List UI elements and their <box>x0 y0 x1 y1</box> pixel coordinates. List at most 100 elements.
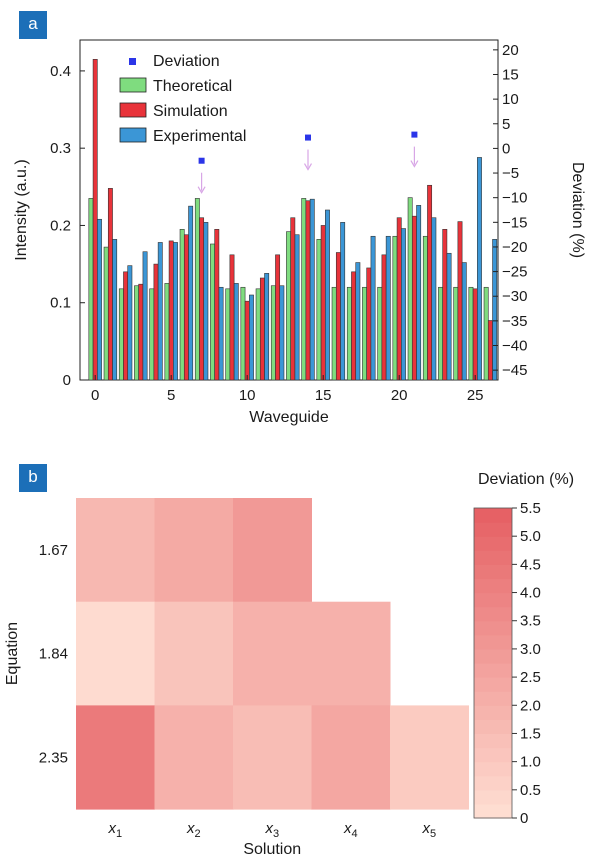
bar-experimental-8 <box>218 286 224 381</box>
bar-theoretical-18 <box>362 286 367 381</box>
x-tick-label-x5: x5 <box>421 820 436 840</box>
bar-theoretical-5 <box>164 283 170 381</box>
colorbar-segment <box>474 634 512 650</box>
heatmap-deviation: x1 x2 x3 x4 x5 1.67 1.84 2.35 Solution Equation 0 0… <box>4 471 574 858</box>
deviation-point-7 <box>198 157 205 164</box>
heatmap-cell-1.67-x1 <box>76 498 155 603</box>
bar-theoretical-15 <box>316 239 322 381</box>
bar-experimental-21 <box>416 205 422 381</box>
bar-experimental-26 <box>492 239 498 381</box>
bar-simulation-4 <box>153 263 159 381</box>
heatmap-cell-1.67-x2 <box>154 498 234 603</box>
bar-experimental-22 <box>431 217 437 381</box>
x-tick-label-x2: x2 <box>186 820 201 840</box>
colorbar-segment <box>474 536 512 551</box>
bar-simulation-22 <box>427 184 433 381</box>
bar-theoretical-8 <box>210 243 215 381</box>
legend-swatch-simulation <box>119 102 147 118</box>
bar-theoretical-3 <box>134 285 139 381</box>
colorbar-segment <box>474 775 512 791</box>
bar-theoretical-10 <box>240 286 246 381</box>
colorbar-segment <box>474 747 512 763</box>
y2-tick-label: 10 <box>502 91 519 108</box>
bar-experimental-19 <box>385 235 391 381</box>
heatmap-cell-1.84-x3 <box>233 601 312 706</box>
bar-experimental-20 <box>401 228 406 381</box>
legend-label-simulation: Simulation <box>153 103 228 120</box>
legend-label-deviation: Deviation <box>153 53 220 70</box>
colorbar-segment <box>474 522 512 537</box>
y2-tick-label: 20 <box>502 42 519 59</box>
bar-experimental-4 <box>157 242 163 381</box>
colorbar-segment <box>474 578 512 594</box>
y-tick-label: 0.3 <box>50 140 71 157</box>
colorbar-tick-label: 2.5 <box>520 669 541 686</box>
y-tick-label: 0 <box>63 372 71 389</box>
y-tick-label: 0.4 <box>50 63 71 80</box>
bar-experimental-16 <box>340 222 346 381</box>
colorbar-tick-label: 0 <box>520 810 528 827</box>
bar-simulation-6 <box>183 234 189 381</box>
bar-theoretical-6 <box>179 229 185 381</box>
y2-tick-label: −20 <box>502 239 527 256</box>
colorbar-segment <box>474 663 512 678</box>
bar-simulation-26 <box>487 320 493 381</box>
colorbar-segment <box>474 705 512 720</box>
bar-simulation-11 <box>259 277 265 381</box>
x-tick-label: 15 <box>315 387 332 404</box>
bar-simulation-2 <box>123 271 129 381</box>
x-axis-label: Solution <box>243 841 301 858</box>
colorbar-tick-label: 0.5 <box>520 782 541 799</box>
y2-tick-label: −40 <box>502 338 527 355</box>
bar-theoretical-25 <box>468 286 474 381</box>
bar-simulation-5 <box>168 240 174 381</box>
bar-simulation-19 <box>381 254 387 381</box>
y2-tick-label: −45 <box>502 362 527 379</box>
bar-simulation-3 <box>138 283 144 381</box>
bar-simulation-16 <box>335 252 341 381</box>
bar-experimental-25 <box>477 157 482 381</box>
heatmap-cell-1.84-x4 <box>311 601 391 706</box>
bar-experimental-9 <box>233 283 239 381</box>
bar-experimental-11 <box>264 273 270 381</box>
bar-theoretical-13 <box>286 231 291 381</box>
colorbar-segment <box>474 733 512 749</box>
bar-simulation-20 <box>396 217 402 381</box>
y-tick-label-2.35: 2.35 <box>39 749 68 766</box>
bar-simulation-21 <box>411 215 417 381</box>
y2-tick-label: −30 <box>502 288 527 305</box>
bar-simulation-25 <box>472 288 478 381</box>
bar-theoretical-21 <box>407 197 413 381</box>
bar-theoretical-23 <box>438 286 443 381</box>
bar-experimental-10 <box>249 294 254 381</box>
bar-experimental-5 <box>173 242 178 381</box>
colorbar-tick-label: 1.0 <box>520 754 541 771</box>
y2-tick-label: −15 <box>502 214 527 231</box>
deviation-arrow-head <box>410 160 419 168</box>
colorbar-segment <box>474 620 512 636</box>
y2-tick-label: 15 <box>502 66 519 83</box>
panel-b-label: b <box>19 464 47 492</box>
bar-theoretical-19 <box>377 286 383 381</box>
bar-experimental-17 <box>355 262 361 381</box>
colorbar-segment <box>474 592 512 608</box>
bar-experimental-0 <box>97 218 102 381</box>
bar-simulation-15 <box>320 225 326 381</box>
bar-experimental-24 <box>461 262 467 381</box>
bar-experimental-7 <box>203 222 209 381</box>
colorbar-frame <box>473 507 513 819</box>
y-axis-label: Intensity (a.u.) <box>13 159 30 260</box>
bar-theoretical-26 <box>483 286 489 381</box>
bar-experimental-23 <box>446 252 452 381</box>
bar-simulation-14 <box>305 200 311 381</box>
colorbar-segment <box>474 677 512 692</box>
heatmap-cell-1.84-x1 <box>76 601 155 706</box>
bar-theoretical-4 <box>149 288 155 381</box>
y2-tick-label: −25 <box>502 264 527 281</box>
colorbar-segment <box>474 606 512 622</box>
heatmap-cell-2.35-x5 <box>390 705 469 810</box>
panel-a-label: a <box>19 11 47 39</box>
colorbar-tick-label: 1.5 <box>520 725 541 742</box>
bar-simulation-0 <box>92 59 98 381</box>
x-tick-label-x1: x1 <box>107 820 122 840</box>
